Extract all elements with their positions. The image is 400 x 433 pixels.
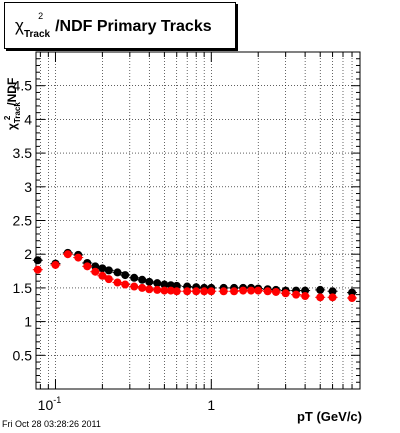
data-point: [281, 289, 290, 298]
title-text: /NDF Primary Tracks: [55, 18, 212, 35]
data-point: [63, 250, 72, 259]
y-tick-label: 4.5: [13, 78, 33, 94]
data-point: [145, 277, 154, 286]
data-markers: [32, 248, 358, 303]
y-tick-labels: 0.5 1 1.5 2 2.5 3 3.5 4 4.5: [13, 78, 33, 364]
title-superscript: 2: [38, 11, 44, 21]
data-point: [192, 287, 201, 296]
data-point: [113, 278, 122, 287]
data-point: [130, 273, 139, 282]
data-point: [166, 286, 175, 295]
data-point: [51, 260, 60, 269]
y-axis-label-sup: 2: [3, 115, 12, 120]
y-axis-label: χTrack2/NDF: [3, 78, 22, 130]
y-tick-label: 4: [24, 111, 32, 127]
data-point: [160, 286, 169, 295]
data-point: [74, 253, 83, 262]
data-point: [247, 286, 256, 295]
data-point: [200, 287, 209, 296]
data-point: [292, 290, 301, 299]
data-point: [121, 280, 130, 289]
data-point: [160, 280, 169, 289]
data-point: [153, 279, 162, 288]
data-point: [219, 287, 228, 296]
y-axis-label-rest: /NDF: [5, 78, 19, 106]
y-axis-label-symbol: χ: [5, 123, 19, 130]
y-tick-label: 2.5: [13, 213, 33, 229]
data-point: [91, 267, 100, 276]
data-point: [104, 275, 113, 284]
data-point: [172, 287, 181, 296]
x-axis-label: pT (GeV/c): [297, 409, 362, 424]
y-tick-label: 3.5: [13, 145, 33, 161]
data-point: [130, 282, 139, 291]
data-point: [113, 268, 122, 277]
y-tick-label: 0.5: [13, 347, 33, 363]
x-tick-label: 1: [207, 397, 215, 413]
data-point: [98, 271, 107, 280]
data-point: [263, 287, 272, 296]
axis-ticks: [36, 51, 361, 390]
data-point: [33, 265, 42, 274]
y-tick-label: 1.5: [13, 280, 33, 296]
data-point: [33, 256, 42, 265]
data-point: [328, 293, 337, 302]
timestamp-footer: Fri Oct 28 03:28:26 2011: [2, 419, 101, 429]
data-point: [138, 283, 147, 292]
title-subscript: Track: [23, 29, 51, 40]
y-axis-label-sub: Track: [13, 102, 22, 123]
grid-lines: [36, 52, 361, 389]
data-point: [230, 287, 239, 296]
data-point: [271, 287, 280, 296]
y-tick-label: 2: [24, 246, 32, 262]
chart-title: χTrack 2/NDF Primary Tracks: [15, 11, 212, 40]
chart-title-box: χTrack 2/NDF Primary Tracks: [4, 2, 236, 49]
data-point: [316, 285, 325, 294]
data-point: [138, 275, 147, 284]
data-point: [348, 294, 357, 303]
data-point: [145, 285, 154, 294]
data-point: [121, 271, 130, 280]
series-1: [32, 250, 358, 303]
data-point: [328, 287, 337, 296]
data-point: [254, 286, 263, 295]
x-tick-labels: 10-1 1: [38, 395, 216, 413]
data-point: [183, 287, 192, 296]
data-point: [301, 291, 310, 300]
title-symbol: χ: [15, 16, 24, 35]
data-point: [153, 285, 162, 294]
data-point: [316, 293, 325, 302]
x-tick-label: 10-1: [38, 395, 62, 413]
data-point: [104, 266, 113, 275]
y-tick-label: 1: [24, 314, 32, 330]
data-point: [239, 286, 248, 295]
svg-text:χTrack2/NDF: χTrack2/NDF: [3, 78, 22, 130]
data-point: [207, 287, 216, 296]
y-tick-label: 3: [24, 179, 32, 195]
data-point: [83, 262, 92, 271]
